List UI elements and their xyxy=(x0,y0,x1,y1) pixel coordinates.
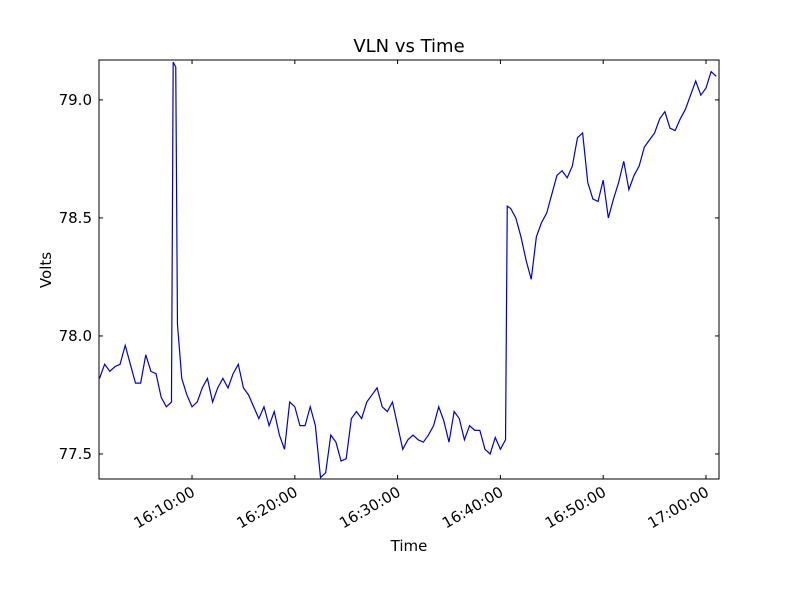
x-axis-label: Time xyxy=(390,537,428,555)
y-tick-label: 78.0 xyxy=(59,327,92,345)
y-tick-label: 79.0 xyxy=(59,91,92,109)
y-axis-label: Volts xyxy=(37,252,55,288)
y-tick-label: 77.5 xyxy=(59,445,92,463)
chart-title: VLN vs Time xyxy=(353,36,464,57)
data-line xyxy=(99,61,717,479)
y-tick-label: 78.5 xyxy=(59,209,92,227)
plot-frame xyxy=(98,59,720,480)
